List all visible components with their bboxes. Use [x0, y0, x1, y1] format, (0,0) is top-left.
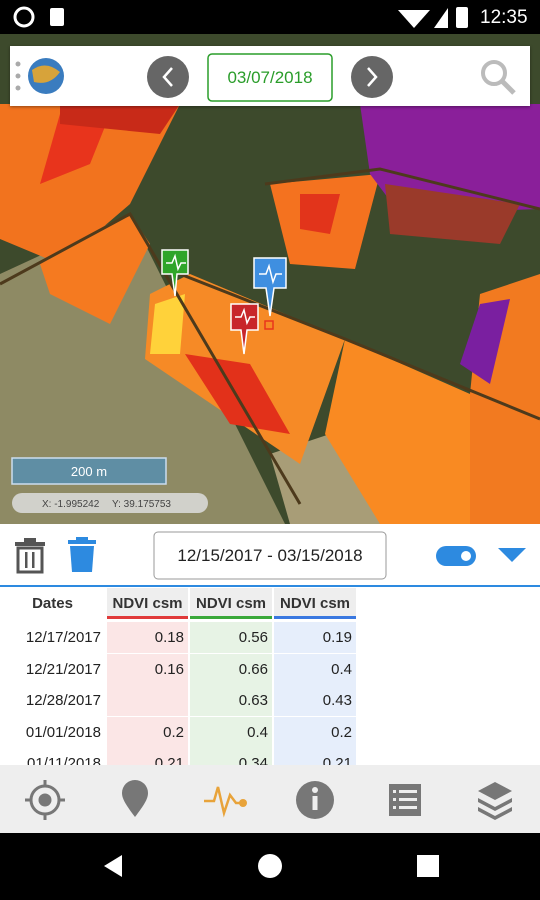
- table-cell: 0.21: [274, 748, 356, 765]
- column-header: Dates: [0, 588, 105, 619]
- table-cell: 0.2: [274, 716, 356, 748]
- table-cell: 0.19: [274, 622, 356, 653]
- wifi: [398, 10, 430, 28]
- coord-x: X: -1.995242: [42, 499, 100, 510]
- field: [385, 184, 520, 244]
- delete-all-button[interactable]: [15, 538, 45, 574]
- marker-tab[interactable]: [122, 780, 148, 817]
- bottom-nav: [0, 765, 540, 833]
- table-cell: 0.16: [107, 653, 188, 685]
- date-button[interactable]: [207, 53, 333, 102]
- scale-label: 200 m: [71, 464, 107, 479]
- signal: [434, 8, 448, 28]
- table-cell: 0.4: [190, 716, 272, 748]
- list-tab[interactable]: [389, 784, 421, 816]
- controls-bar: 12/15/2017 - 03/15/2018: [0, 531, 540, 587]
- drag-handle[interactable]: [15, 61, 21, 91]
- back-button[interactable]: [104, 855, 122, 877]
- marker-blue[interactable]: [253, 257, 287, 330]
- column-header: NDVI csm: [190, 588, 272, 619]
- roads: [0, 167, 540, 505]
- road: [0, 211, 302, 505]
- next-icon: [367, 67, 378, 87]
- toggle[interactable]: [436, 546, 476, 566]
- coord-y: Y: 39.175753: [112, 499, 171, 510]
- map[interactable]: 200 m X: -1.995242 Y: 39.175753: [0, 34, 540, 524]
- road: [179, 272, 540, 421]
- scale-bar: 200 m: [11, 457, 167, 485]
- status-bar: 12:35: [0, 0, 540, 34]
- toolbar-icons: 03/07/2018: [15, 53, 516, 102]
- patch: [150, 294, 185, 354]
- home-button[interactable]: [258, 854, 282, 878]
- table-cell: 0.34: [190, 748, 272, 765]
- icon: [13, 6, 35, 28]
- table-cell: 01/01/2018: [0, 716, 105, 748]
- field: [360, 104, 540, 214]
- field: [40, 214, 150, 324]
- recents-button[interactable]: [417, 855, 439, 877]
- table-cell: 0.66: [190, 653, 272, 685]
- next-button[interactable]: [351, 56, 393, 98]
- icon: [50, 8, 64, 26]
- table-cell: 0.21: [107, 748, 188, 765]
- patch: [40, 114, 110, 184]
- table-cell: 0.18: [107, 622, 188, 653]
- table-cell: 0.43: [274, 685, 356, 716]
- info-tab[interactable]: [296, 781, 334, 819]
- delete-button[interactable]: [68, 537, 96, 572]
- search-button[interactable]: [481, 60, 516, 95]
- prev-icon: [162, 67, 173, 87]
- table-cell: 12/17/2017: [0, 622, 105, 653]
- table-cell: 01/11/2018: [0, 748, 105, 765]
- battery: [456, 7, 468, 28]
- patch: [185, 354, 290, 434]
- table-cell: 0.4: [274, 653, 356, 685]
- coordinates: X: -1.995242 Y: 39.175753: [12, 493, 208, 513]
- table-cell: 12/28/2017: [0, 685, 105, 716]
- field: [325, 339, 470, 524]
- prev-button[interactable]: [147, 56, 189, 98]
- table-cell: 0.63: [190, 685, 272, 716]
- time: 12:35: [480, 7, 528, 28]
- patch: [60, 104, 180, 134]
- toolbar: 03/07/2018: [10, 46, 530, 106]
- data-table: Dates NDVI csm NDVI csm NDVI csm 12/17/2017 0…: [0, 588, 540, 765]
- date: 03/07/2018: [227, 68, 312, 87]
- chart-tab[interactable]: [204, 786, 247, 818]
- date-range-button[interactable]: [153, 531, 387, 580]
- expand-button[interactable]: [498, 548, 526, 562]
- system-nav: [0, 833, 540, 900]
- road: [264, 167, 540, 211]
- table-cell: 0.2: [107, 716, 188, 748]
- table-cell: [107, 685, 188, 716]
- field: [460, 299, 510, 384]
- date-range: 12/15/2017 - 03/15/2018: [177, 546, 362, 565]
- column-header: NDVI csm: [274, 588, 356, 619]
- marker-red[interactable]: [230, 303, 259, 355]
- column-header: NDVI csm: [107, 588, 188, 619]
- divider: [0, 585, 540, 587]
- logo-detail: [32, 65, 60, 83]
- status-icons: 12:35: [13, 6, 528, 28]
- field: [0, 104, 180, 264]
- table-cell: 0.56: [190, 622, 272, 653]
- table-cell: 12/21/2017: [0, 653, 105, 685]
- patch: [300, 194, 340, 234]
- marker-green[interactable]: [161, 249, 189, 297]
- locate-tab[interactable]: [25, 780, 65, 820]
- layers-tab[interactable]: [478, 782, 512, 820]
